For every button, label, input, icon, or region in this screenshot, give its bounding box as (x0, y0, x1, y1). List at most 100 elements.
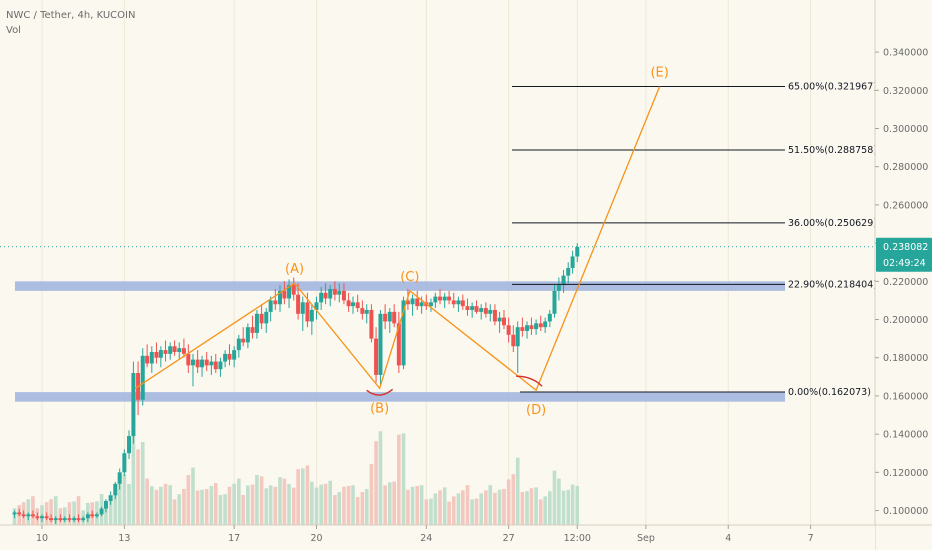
candle-body (323, 292, 328, 299)
volume-bar (122, 474, 127, 525)
candle-body (177, 348, 182, 352)
volume-bar (493, 492, 497, 525)
candle-body (40, 516, 44, 519)
candle-body (451, 300, 456, 305)
volume-bar (570, 484, 575, 525)
candle-body (341, 290, 346, 301)
volume-bar (145, 478, 149, 525)
candle-body (328, 288, 333, 299)
candle-body (72, 518, 77, 521)
candle-body (556, 285, 561, 291)
candle-body (405, 300, 410, 305)
candle-body (30, 514, 35, 517)
candle-body (305, 302, 310, 322)
candle-body (346, 300, 351, 307)
candle-body (364, 309, 369, 314)
price-axis: 0.340000 0.320000 0.300000 0.280000 0.260000… (874, 0, 932, 550)
volume-bar (364, 489, 369, 525)
time-tick-label: 4 (725, 533, 731, 544)
volume-bar (273, 486, 278, 525)
volume-bar (351, 485, 355, 525)
candle-body (76, 518, 81, 521)
volume-bar (543, 496, 547, 525)
volume-bar (278, 477, 282, 525)
volume-bar (406, 489, 410, 525)
wave-label: (E) (650, 65, 668, 80)
candle-body (520, 327, 525, 331)
candle-body (94, 514, 99, 517)
time-tick-label: 24 (420, 533, 432, 544)
volume-bar (204, 489, 209, 525)
candle-body (35, 516, 40, 519)
volume-bar (424, 499, 429, 525)
volume-bar (557, 478, 561, 525)
candle-body (277, 290, 282, 305)
candle-body (501, 317, 506, 326)
candle-body (113, 483, 118, 496)
volume-bar (369, 464, 374, 525)
time-tick-label: Sep (637, 533, 655, 544)
volume-bar (223, 494, 227, 525)
volume-bar (397, 434, 401, 525)
volume-bar (401, 433, 406, 525)
candle-body (158, 350, 163, 358)
candle-body (337, 290, 342, 295)
candle-body (250, 327, 255, 333)
volume-bar (26, 499, 31, 525)
time-axis: 10 13 17 20 24 27 12:00 Sep 4 7 (0, 524, 932, 550)
current-price-marker: 0.238082 02:49:24 (876, 237, 932, 272)
candle-body (525, 325, 530, 331)
candle-body (456, 300, 461, 305)
price-tick-label: 0.340000 (883, 48, 928, 59)
volume-bar (451, 496, 456, 525)
volume-bar (456, 493, 461, 525)
volume-bar (140, 442, 145, 525)
candle-body (291, 285, 296, 295)
volume-bar (461, 490, 465, 525)
candle-body (369, 309, 374, 339)
volume-bar (250, 484, 255, 525)
candle-body (44, 516, 49, 519)
volume-bar (76, 496, 81, 525)
candle-body (99, 508, 104, 515)
volume-bar (209, 486, 214, 525)
candle-body (319, 292, 324, 303)
volume-bar (484, 490, 488, 525)
volume-bar (168, 485, 172, 525)
volume-bar (355, 497, 360, 525)
wave-path (134, 86, 661, 392)
candle-body (259, 313, 264, 324)
volume-bar (525, 491, 529, 525)
volume-bar (323, 483, 328, 525)
volume-bars (12, 419, 580, 525)
candle-body (433, 296, 438, 303)
volume-bar (465, 485, 470, 525)
volume-bar (104, 501, 108, 525)
candle-body (282, 290, 287, 299)
candle-body (268, 300, 273, 312)
volume-bar (113, 491, 118, 525)
current-price-label: 0.238082 (883, 242, 928, 253)
candle-body (245, 327, 250, 343)
candle-body (140, 355, 145, 400)
candle-body (149, 351, 154, 364)
wave-label: (D) (526, 403, 546, 418)
volume-bar (191, 467, 195, 525)
grid-lines (41, 0, 812, 525)
volume-bar (534, 487, 538, 525)
volume-bar (268, 485, 273, 525)
candle-body (81, 518, 86, 521)
candle-body (218, 361, 223, 370)
candle-body (309, 309, 314, 322)
candle-body (186, 353, 191, 366)
candle-body (12, 512, 17, 515)
symbol-info: NWC / Tether, 4h, KUCOIN (6, 10, 136, 21)
candle-body (168, 346, 173, 354)
volume-bar (552, 470, 557, 525)
volume-bar (529, 488, 534, 525)
wave-label: (B) (370, 401, 389, 416)
candle-body (131, 373, 136, 437)
volume-bar (346, 486, 351, 525)
